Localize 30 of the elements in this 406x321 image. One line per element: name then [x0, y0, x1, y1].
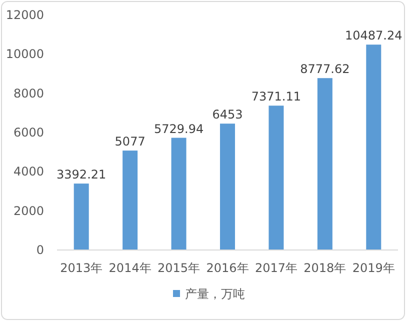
x-tick-label: 2014年 — [108, 261, 152, 275]
bar — [220, 124, 235, 250]
data-label: 6453 — [212, 108, 243, 122]
y-tick-label: 12000 — [6, 8, 44, 22]
x-tick-label: 2015年 — [158, 261, 200, 275]
y-tick-label: 0 — [36, 243, 44, 257]
bar — [122, 150, 138, 250]
bar — [317, 78, 332, 250]
y-tick-label: 4000 — [13, 164, 44, 179]
y-tick-label: 6000 — [13, 126, 44, 140]
legend-label: 产量，万吨 — [185, 287, 245, 301]
x-tick-label: 2016年 — [206, 261, 249, 275]
y-tick-label: 10000 — [6, 47, 44, 62]
data-label: 5729.94 — [154, 122, 204, 136]
x-tick-label: 2018年 — [304, 261, 346, 275]
legend: 产量，万吨 — [173, 287, 245, 301]
x-tick-label: 2017年 — [254, 261, 298, 275]
data-label: 3392.21 — [56, 168, 106, 182]
bar — [366, 44, 382, 250]
data-label: 8777.62 — [300, 62, 350, 76]
data-label: 7371.11 — [251, 90, 302, 104]
bar — [171, 138, 186, 250]
bar — [268, 106, 284, 250]
data-label: 5077 — [114, 134, 146, 149]
y-tick-label: 2000 — [13, 204, 44, 218]
data-label: 10487.24 — [345, 28, 402, 43]
x-tick-label: 2019年 — [352, 261, 395, 275]
bar — [74, 184, 89, 250]
y-tick-label: 8000 — [13, 86, 44, 100]
x-tick-label: 2013年 — [60, 261, 103, 275]
